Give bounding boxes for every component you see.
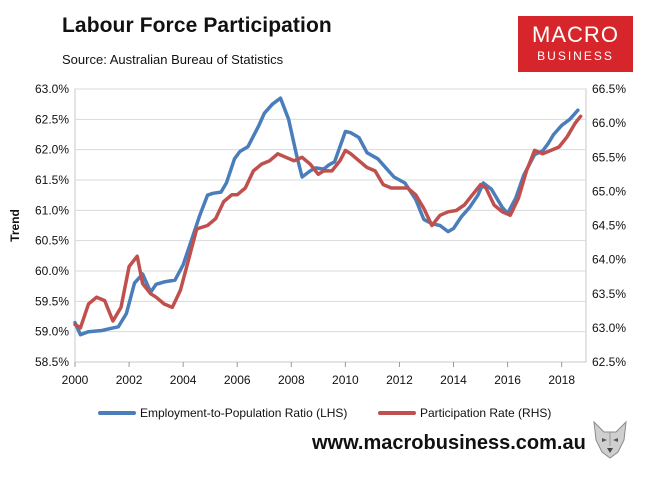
brand-line-1: MACRO — [532, 22, 619, 47]
series-line-1 — [73, 96, 580, 337]
brand-logo: MACRO BUSINESS — [518, 16, 633, 72]
y-right-tick-label: 64.5% — [592, 219, 626, 233]
y-right-tick-label: 64.0% — [592, 253, 626, 267]
y-right-tick-label: 65.5% — [592, 150, 626, 164]
y-left-tick-label: 61.5% — [35, 173, 69, 187]
x-tick-label: 2012 — [386, 373, 413, 387]
y-axis-title: Trend — [8, 209, 22, 242]
series-line-2 — [73, 114, 583, 330]
y-right-tick-label: 66.0% — [592, 116, 626, 130]
wolf-icon — [588, 418, 632, 462]
y-right-tick-label: 63.0% — [592, 321, 626, 335]
brand-line-2: BUSINESS — [537, 49, 614, 63]
y-left-tick-label: 59.5% — [35, 294, 69, 308]
y-right-tick-label: 65.0% — [592, 184, 626, 198]
x-tick-label: 2008 — [278, 373, 305, 387]
y-left-tick-label: 60.5% — [35, 234, 69, 248]
plot-area — [74, 88, 587, 363]
y-left-tick-label: 61.0% — [35, 203, 69, 217]
y-right-tick-label: 62.5% — [592, 355, 626, 369]
legend-label-2: Participation Rate (RHS) — [420, 406, 551, 420]
chart-title: Labour Force Participation — [62, 14, 332, 37]
y-left-tick-label: 62.0% — [35, 143, 69, 157]
y-left-tick-label: 60.0% — [35, 264, 69, 278]
x-tick-label: 2006 — [224, 373, 251, 387]
x-tick-label: 2010 — [332, 373, 359, 387]
x-tick-label: 2002 — [116, 373, 143, 387]
chart-source: Source: Australian Bureau of Statistics — [62, 52, 284, 67]
y-left-tick-label: 62.5% — [35, 112, 69, 126]
x-tick-label: 2000 — [62, 373, 89, 387]
y-left-tick-label: 59.0% — [35, 325, 69, 339]
x-tick-label: 2004 — [170, 373, 197, 387]
x-tick-label: 2014 — [440, 373, 467, 387]
y-left-tick-label: 63.0% — [35, 82, 69, 96]
site-url: www.macrobusiness.com.au — [312, 432, 586, 454]
legend-label-1: Employment-to-Population Ratio (LHS) — [140, 406, 347, 420]
y-right-tick-label: 63.5% — [592, 287, 626, 301]
y-right-tick-label: 66.5% — [592, 82, 626, 96]
y-left-tick-label: 58.5% — [35, 355, 69, 369]
x-tick-label: 2016 — [494, 373, 521, 387]
x-tick-label: 2018 — [548, 373, 575, 387]
